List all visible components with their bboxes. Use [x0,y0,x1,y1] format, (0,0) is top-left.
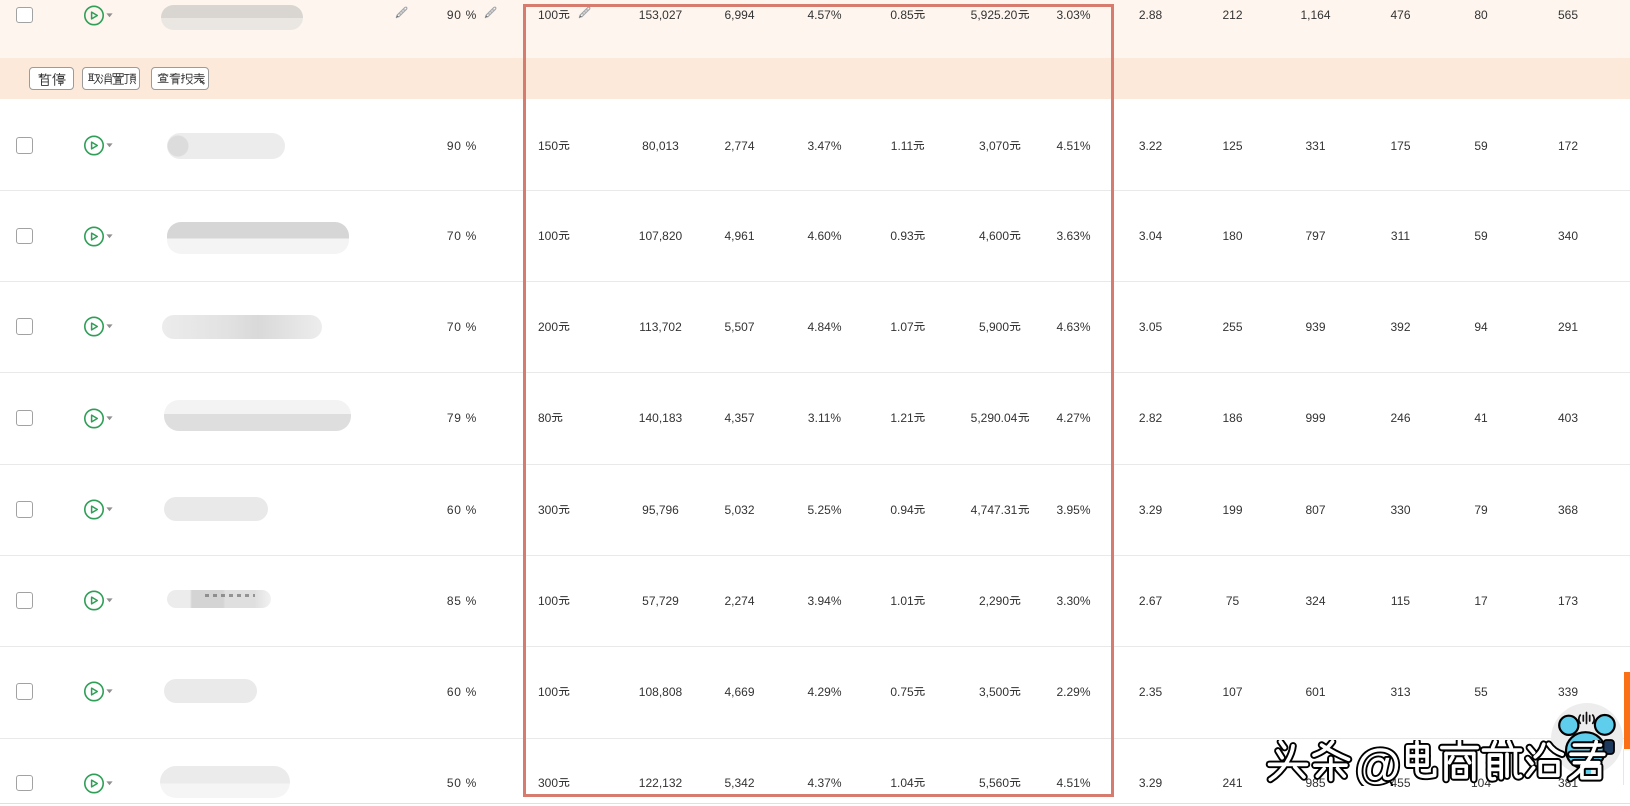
svg-text:@: @ [1355,740,1401,786]
